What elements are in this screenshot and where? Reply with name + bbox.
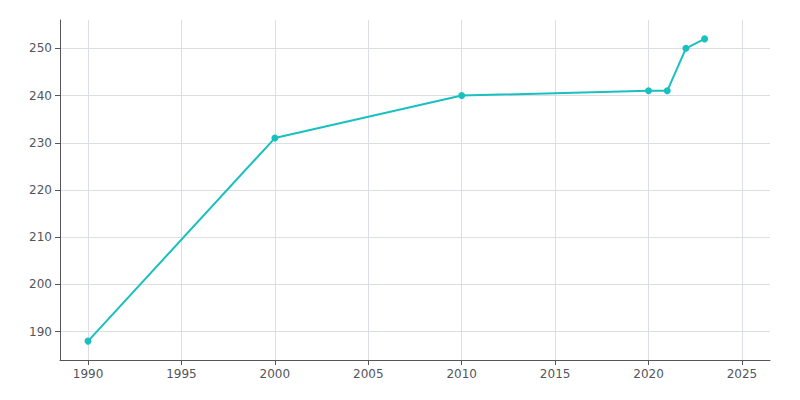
- svg-text:1995: 1995: [166, 367, 197, 381]
- svg-text:1990: 1990: [73, 367, 104, 381]
- svg-text:240: 240: [29, 89, 52, 103]
- svg-text:2020: 2020: [633, 367, 664, 381]
- svg-text:2005: 2005: [353, 367, 384, 381]
- svg-text:2000: 2000: [260, 367, 291, 381]
- svg-text:2025: 2025: [727, 367, 758, 381]
- svg-text:200: 200: [29, 277, 52, 291]
- svg-text:210: 210: [29, 230, 52, 244]
- svg-text:250: 250: [29, 41, 52, 55]
- svg-text:190: 190: [29, 325, 52, 339]
- svg-text:220: 220: [29, 183, 52, 197]
- svg-text:230: 230: [29, 136, 52, 150]
- svg-text:2015: 2015: [540, 367, 571, 381]
- svg-text:2010: 2010: [446, 367, 477, 381]
